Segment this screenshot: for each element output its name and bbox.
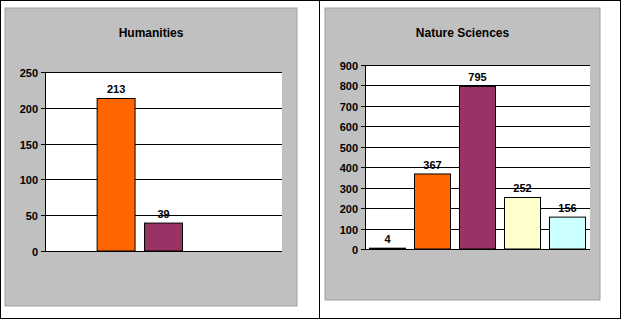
data-label: 156 [558,202,576,214]
y-tick-label: 100 [340,224,358,236]
data-label: 213 [107,83,125,95]
x-axis [45,251,282,252]
y-tick-label: 800 [340,80,358,92]
bars [97,98,182,251]
y-tick [361,167,365,168]
y-tick [361,249,365,250]
y-tick-label: 100 [20,174,38,186]
y-tick [41,179,45,180]
bar [460,86,496,249]
y-tick [361,208,365,209]
bar [97,98,135,251]
data-label: 367 [423,159,441,171]
y-tick-label: 150 [20,139,38,151]
chart: Nature Sciences 0 100 200 300 400 500 600 700 800… [325,8,600,300]
y-tick-label: 900 [340,60,358,72]
data-label: 252 [513,182,531,194]
y-tick [361,85,365,86]
grid-line [45,251,282,252]
chart-title: Humanities [119,26,184,40]
y-tick [361,106,365,107]
y-axis [365,65,366,249]
bar [145,223,183,251]
data-label: 39 [157,208,169,220]
y-tick [41,251,45,252]
y-tick [41,215,45,216]
x-axis [365,249,590,250]
y-tick [361,65,365,66]
bars [370,86,586,249]
page: Humanities 0 50 100 150 200 250 213 39 Nature Sci… [0,0,627,323]
y-tick [41,108,45,109]
y-tick [41,144,45,145]
y-tick-label: 250 [20,67,38,79]
chart-area [5,8,297,306]
data-label: 795 [468,71,486,83]
y-tick [361,229,365,230]
y-tick [361,126,365,127]
grid-line [45,179,282,180]
grid-line [365,65,590,66]
page-frame [1,1,621,319]
y-tick [361,188,365,189]
grid-line [365,249,590,250]
chart: Humanities 0 50 100 150 200 250 213 39 [5,8,297,306]
chart-area [325,8,600,300]
plot-area [365,65,590,249]
y-tick-label: 500 [340,142,358,154]
chart-title: Nature Sciences [416,26,510,40]
y-tick-label: 300 [340,183,358,195]
bar [415,174,451,249]
grid-line [365,85,590,86]
bar [370,248,406,249]
y-tick-label: 200 [20,103,38,115]
data-label: 4 [384,233,391,245]
panel-divider [319,1,320,319]
grid-line [45,72,282,73]
y-tick-label: 0 [352,244,358,256]
y-axis [45,72,46,251]
grid-line [45,144,282,145]
y-tick [361,147,365,148]
bar [505,197,541,249]
plot-area [45,72,282,251]
bar [550,217,586,249]
y-tick [41,72,45,73]
y-tick-label: 400 [340,162,358,174]
y-tick-label: 50 [26,210,38,222]
y-tick-label: 0 [32,246,38,258]
y-tick-label: 600 [340,121,358,133]
y-tick-label: 700 [340,101,358,113]
y-tick-label: 200 [340,203,358,215]
grid-line [45,108,282,109]
